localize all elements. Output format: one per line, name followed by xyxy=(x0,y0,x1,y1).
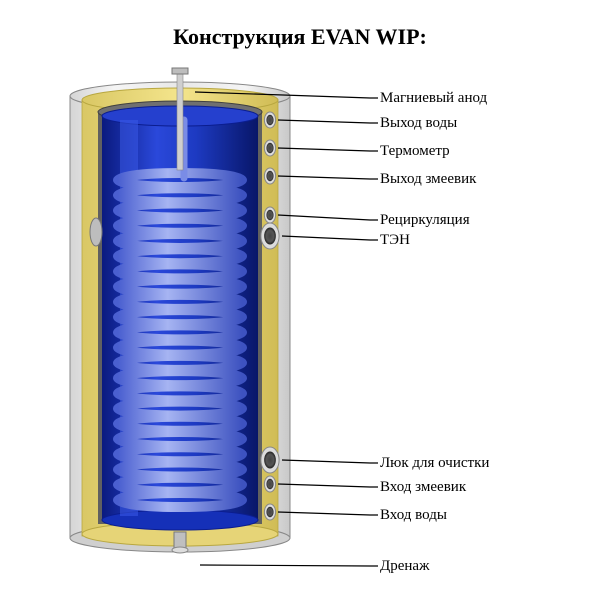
callout-label: Дренаж xyxy=(380,558,429,575)
diagram-title: Конструкция EVAN WIP: xyxy=(0,24,600,50)
callout-label: Термометр xyxy=(380,143,450,160)
tank-diagram xyxy=(55,60,305,580)
tank-svg xyxy=(55,60,315,580)
callout-label: ТЭН xyxy=(380,232,410,249)
callout-label: Выход воды xyxy=(380,115,457,132)
callout-label: Магниевый анод xyxy=(380,90,487,107)
callout-label: Вход воды xyxy=(380,507,447,524)
callout-label: Вход змеевик xyxy=(380,479,466,496)
callout-label: Люк для очистки xyxy=(380,455,489,472)
label-column xyxy=(315,60,595,580)
callout-label: Рециркуляция xyxy=(380,212,470,229)
callout-label: Выход змеевик xyxy=(380,171,476,188)
